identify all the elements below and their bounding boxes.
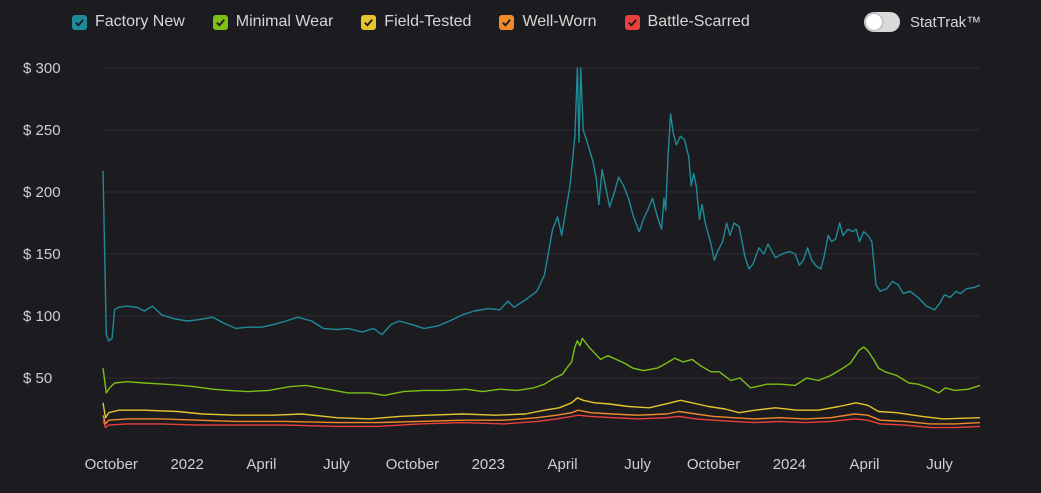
x-tick-label: October — [386, 456, 439, 473]
x-tick-label: July — [926, 456, 953, 473]
legend-item-factory-new[interactable]: Factory New — [72, 13, 185, 31]
y-axis: $ 50 $ 100 $ 150 $ 200 $ 250 $ 300 — [23, 60, 61, 387]
series-line-minimal-wear — [102, 337, 981, 397]
legend-label: Well-Worn — [522, 13, 597, 30]
legend-item-well-worn[interactable]: Well-Worn — [499, 13, 597, 31]
x-tick-label: 2024 — [773, 456, 806, 473]
y-tick-label: $ 200 — [23, 184, 61, 201]
x-tick-label: April — [246, 456, 276, 473]
y-tick-label: $ 300 — [23, 60, 61, 77]
grid-lines — [103, 67, 980, 379]
series-line-well-worn — [102, 409, 981, 425]
x-tick-label: 2022 — [170, 456, 203, 473]
stattrak-toggle[interactable]: StatTrak™ — [864, 12, 981, 32]
series-line-battle-scarred — [102, 414, 981, 429]
x-tick-label: July — [323, 456, 350, 473]
checkbox-icon[interactable] — [212, 14, 228, 30]
checkbox-icon[interactable] — [624, 14, 640, 30]
legend-item-field-tested[interactable]: Field-Tested — [361, 13, 471, 31]
x-tick-label: April — [849, 456, 879, 473]
series-line-factory-new — [102, 67, 981, 342]
checkbox-icon[interactable] — [72, 14, 87, 30]
checkbox-icon[interactable] — [361, 14, 377, 30]
x-tick-label: October — [85, 456, 138, 473]
legend-item-battle-scarred[interactable]: Battle-Scarred — [624, 13, 750, 31]
legend-label: Factory New — [95, 13, 185, 30]
series-line-field-tested — [102, 397, 981, 420]
x-tick-label: July — [624, 456, 651, 473]
y-tick-label: $ 150 — [23, 246, 61, 263]
y-tick-label: $ 100 — [23, 308, 61, 325]
legend-label: Field-Tested — [384, 13, 472, 30]
x-tick-label: April — [548, 456, 578, 473]
x-axis: October 2022 April July October 2023 April July… — [85, 456, 954, 473]
x-tick-label: October — [687, 456, 740, 473]
toggle-knob — [866, 14, 882, 30]
x-tick-label: 2023 — [472, 456, 505, 473]
toggle-switch[interactable] — [864, 12, 900, 32]
chart-legend: Factory New Minimal Wear Field-Tested Well-… — [72, 13, 778, 31]
legend-item-minimal-wear[interactable]: Minimal Wear — [212, 13, 334, 31]
y-tick-label: $ 50 — [23, 370, 52, 387]
legend-label: Minimal Wear — [235, 13, 334, 30]
stattrak-label: StatTrak™ — [910, 13, 982, 31]
y-tick-label: $ 250 — [23, 122, 61, 139]
legend-label: Battle-Scarred — [647, 13, 750, 30]
series-lines — [102, 67, 981, 429]
checkbox-icon[interactable] — [499, 14, 515, 30]
